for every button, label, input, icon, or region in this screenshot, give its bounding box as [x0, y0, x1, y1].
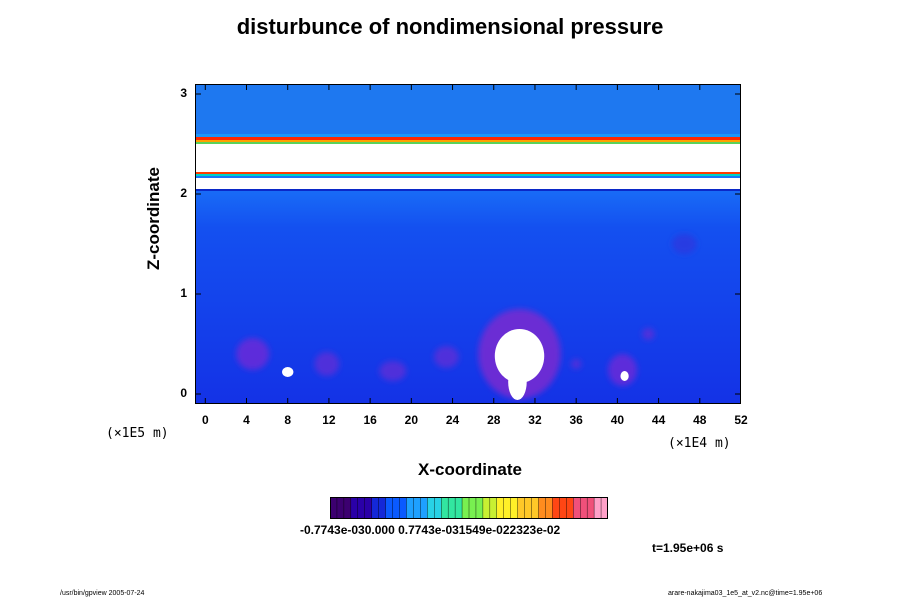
contour-band [195, 142, 741, 144]
x-tick-label: 48 [693, 413, 707, 427]
bands-layer [195, 84, 741, 191]
plot-area [195, 84, 741, 404]
y-tick-label: 2 [180, 186, 187, 200]
y-tick-label: 1 [180, 286, 187, 300]
white-contour-region [508, 364, 527, 400]
colorbar-cell [364, 497, 373, 519]
colorbar-cell [378, 497, 387, 519]
pressure-blob [379, 361, 407, 381]
colorbar-cell [559, 497, 568, 519]
colorbar-cell [489, 497, 498, 519]
y-tick-label: 3 [180, 86, 187, 100]
colorbar-cell [427, 497, 435, 519]
x-tick-label: 4 [243, 413, 250, 427]
pressure-blob [434, 346, 459, 368]
colorbar-cell [545, 497, 554, 519]
footer-file: arare-nakajima03_1e5_at_v2.nc@time=1.95e… [668, 590, 823, 597]
colorbar [330, 497, 608, 519]
x-tick-label: 40 [610, 413, 625, 427]
white-contour-region [620, 371, 629, 381]
colorbar-labels: -0.7743e-030.000 0.7743e-031549e-022323e… [300, 523, 561, 537]
colorbar-cell [586, 497, 595, 519]
colorbar-cell [371, 497, 380, 519]
x-tick-label: 0 [201, 413, 209, 427]
contour-band [195, 172, 741, 174]
contour-band [195, 137, 741, 140]
x-tick-label: 32 [528, 413, 542, 427]
colorbar-cell [552, 497, 561, 519]
x-axis-label: X-coordinate [418, 460, 522, 479]
colorbar-cell [461, 497, 470, 519]
colorbar-cell [503, 497, 512, 519]
contour-band [195, 178, 741, 189]
colorbar-cell [385, 497, 394, 519]
colorbar-cell [392, 497, 401, 519]
white-contour-region [282, 367, 294, 377]
contour-band [195, 174, 741, 176]
colorbar-cell [531, 497, 540, 519]
colorbar-border [330, 497, 608, 519]
colorbar-cells [330, 497, 608, 519]
pressure-blob [642, 328, 655, 340]
colorbar-cell [517, 497, 526, 519]
colorbar-cell [434, 497, 442, 519]
time-label: t=1.95e+06 s [652, 541, 724, 555]
y-tick-label: 0 [180, 386, 187, 400]
pressure-blob [236, 338, 270, 370]
contour-band [195, 144, 741, 172]
colorbar-cell [399, 497, 408, 519]
x-tick-label: 8 [284, 413, 292, 427]
pressure-blob [571, 359, 582, 369]
x-tick-label: 12 [322, 413, 336, 427]
footer-command: /usr/bin/gpview 2005-07-24 [60, 590, 145, 597]
contour-band [195, 84, 741, 134]
pressure-blob [314, 352, 340, 376]
y-axis-label: Z-coordinate [144, 167, 163, 270]
colorbar-cell [573, 497, 581, 519]
x-tick-label: 44 [651, 413, 666, 427]
colorbar-cell [600, 497, 608, 519]
chart-title: disturbunce of nondimensional pressure [236, 14, 664, 39]
colorbar-cell [350, 497, 359, 519]
x-tick-label: 28 [487, 413, 501, 427]
contour-band [195, 189, 741, 191]
plot-border [195, 84, 741, 404]
colorbar-cell [566, 497, 574, 519]
colorbar-cell [447, 497, 456, 519]
x-tick-label: 16 [363, 413, 377, 427]
contour-band [195, 140, 741, 142]
colorbar-cell [538, 497, 547, 519]
colorbar-cell [475, 497, 484, 519]
colorbar-cell [357, 497, 366, 519]
colorbar-cell [454, 497, 463, 519]
colorbar-cell [420, 497, 428, 519]
y-scale-note: (×1E5 m) [106, 426, 169, 441]
colorbar-cell [440, 497, 449, 519]
x-tick-label: 36 [569, 413, 583, 427]
x-tick-label: 52 [734, 413, 748, 427]
colorbar-cell [524, 497, 533, 519]
x-scale-note: (×1E4 m) [668, 436, 731, 451]
tick-marks [195, 84, 741, 404]
x-tick-label: 20 [404, 413, 418, 427]
colorbar-cell [336, 497, 345, 519]
colorbar-cell [496, 497, 505, 519]
pressure-blob [671, 234, 697, 254]
colorbar-cell [482, 497, 491, 519]
pressure-blob [608, 354, 637, 386]
colorbar-cell [579, 497, 588, 519]
x-tick-label: 24 [445, 413, 460, 427]
colorbar-cell [406, 497, 415, 519]
white-contour-region [494, 329, 545, 383]
colorbar-cell [343, 497, 352, 519]
colorbar-cell [330, 497, 338, 519]
colorbar-cell [413, 497, 422, 519]
colorbar-cell [468, 497, 477, 519]
colorbar-cell [510, 497, 519, 519]
features-layer [282, 329, 629, 400]
colorbar-cell [593, 497, 602, 519]
